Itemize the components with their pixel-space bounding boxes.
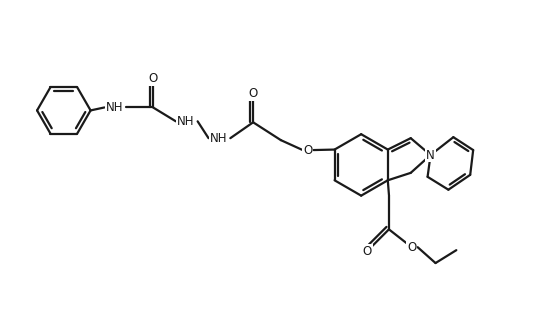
Text: NH: NH bbox=[106, 101, 123, 114]
Text: NH: NH bbox=[209, 132, 227, 145]
Text: O: O bbox=[303, 143, 313, 157]
Text: O: O bbox=[407, 241, 416, 254]
Text: NH: NH bbox=[177, 115, 194, 128]
Text: O: O bbox=[362, 245, 372, 258]
Text: O: O bbox=[249, 87, 258, 100]
Text: N: N bbox=[426, 149, 435, 161]
Text: O: O bbox=[148, 72, 158, 85]
